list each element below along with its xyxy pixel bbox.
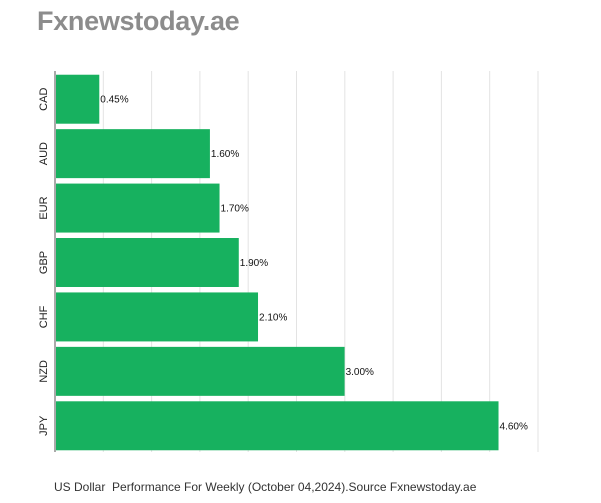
category-label-jpy: JPY [38,415,50,436]
category-label-chf: CHF [38,305,50,328]
bar-chf [56,292,259,342]
bar-jpy [56,401,499,451]
data-labels: 0.45% 1.60% 1.70% 1.90% 2.10% 3.00% 4.60% [100,95,528,433]
chart-caption: US Dollar Performance For Weekly (Octobe… [54,480,477,494]
bar-gbp [56,238,239,287]
data-label-eur: 1.70% [221,204,249,215]
data-label-nzd: 3.00% [346,367,374,378]
bar-cad [56,74,100,124]
data-label-aud: 1.60% [211,149,239,160]
category-label-cad: CAD [38,88,50,111]
bars [56,74,499,451]
brand-title: Fxnewstoday.ae [37,6,240,36]
data-label-jpy: 4.60% [500,421,528,432]
category-label-nzd: NZD [38,360,50,383]
category-label-gbp: GBP [38,251,50,274]
bar-aud [56,129,210,179]
category-label-eur: EUR [38,196,50,219]
data-label-gbp: 1.90% [240,258,268,269]
bar-nzd [56,346,345,396]
category-ticks: CAD AUD EUR GBP CHF NZD JPY [38,88,50,436]
data-label-chf: 2.10% [259,312,287,323]
bar-eur [56,183,220,233]
category-label-aud: AUD [38,142,50,165]
data-label-cad: 0.45% [100,95,128,106]
